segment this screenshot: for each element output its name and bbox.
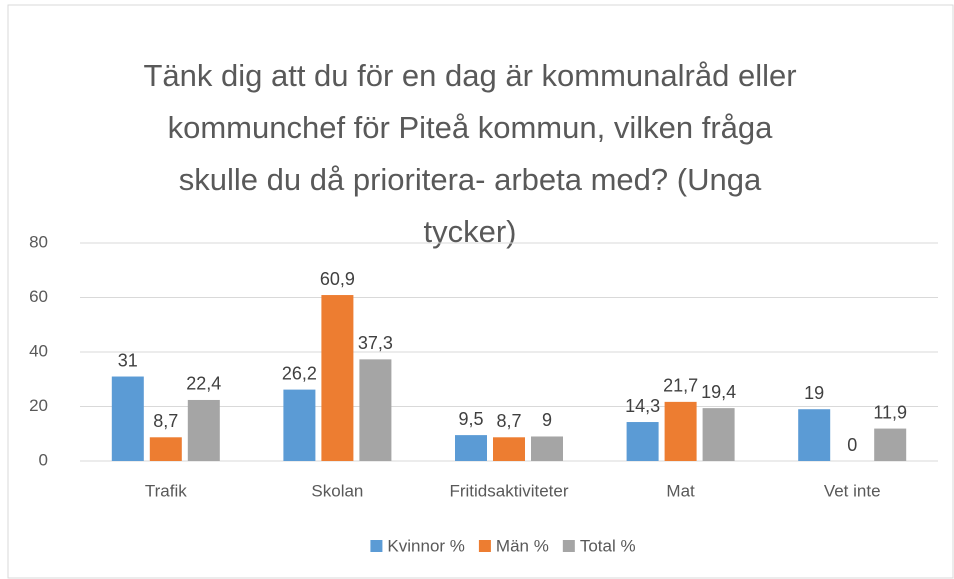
chart-title: Tänk dig att du för en dag är kommunalrå…	[143, 58, 796, 249]
y-tick-label: 20	[29, 396, 48, 415]
bar	[359, 359, 392, 461]
data-label: 19	[804, 383, 824, 403]
legend-swatch	[562, 540, 575, 552]
legend-item: Total %	[562, 536, 636, 555]
bar	[321, 295, 354, 461]
data-label: 0	[847, 435, 857, 455]
y-tick-label: 60	[29, 287, 48, 306]
data-label: 8,7	[153, 411, 178, 431]
bar	[149, 437, 182, 461]
bar	[702, 408, 735, 461]
data-label: 11,9	[873, 402, 907, 422]
legend-swatch	[370, 540, 383, 552]
y-tick-label: 80	[29, 232, 48, 251]
data-label: 37,3	[358, 333, 393, 353]
data-label: 19,4	[701, 382, 736, 402]
bar	[455, 435, 487, 461]
legend-item: Kvinnor %	[370, 536, 465, 555]
legend-label: Total %	[580, 536, 636, 555]
x-tick-label: Fritidsaktiviteter	[449, 481, 568, 500]
data-label: 26,2	[282, 363, 317, 383]
legend-item: Män %	[478, 536, 549, 555]
bar	[187, 399, 220, 461]
bar	[493, 437, 525, 461]
data-label: 60,9	[320, 269, 355, 289]
y-tick-label: 0	[39, 450, 48, 469]
bar	[798, 409, 831, 461]
data-label: 21,7	[663, 376, 698, 396]
bar	[626, 422, 659, 461]
data-label: 14,3	[625, 396, 660, 416]
data-label: 31	[118, 350, 138, 370]
x-tick-label: Vet inte	[824, 481, 881, 500]
bar	[874, 428, 907, 461]
y-tick-label: 40	[29, 341, 48, 360]
x-tick-label: Mat	[666, 481, 695, 500]
x-tick-label: Skolan	[311, 481, 363, 500]
bar	[111, 376, 144, 461]
chart-frame	[7, 4, 954, 579]
data-label: 9	[542, 410, 552, 430]
data-label: 8,7	[496, 411, 521, 431]
legend-label: Kvinnor %	[387, 536, 464, 555]
bar	[664, 401, 697, 461]
data-label: 22,4	[186, 374, 221, 394]
legend-label: Män %	[496, 536, 549, 555]
bar	[531, 436, 563, 461]
x-tick-label: Trafik	[145, 481, 187, 500]
bar	[283, 389, 316, 461]
data-label: 9,5	[458, 409, 483, 429]
legend-swatch	[478, 540, 491, 552]
